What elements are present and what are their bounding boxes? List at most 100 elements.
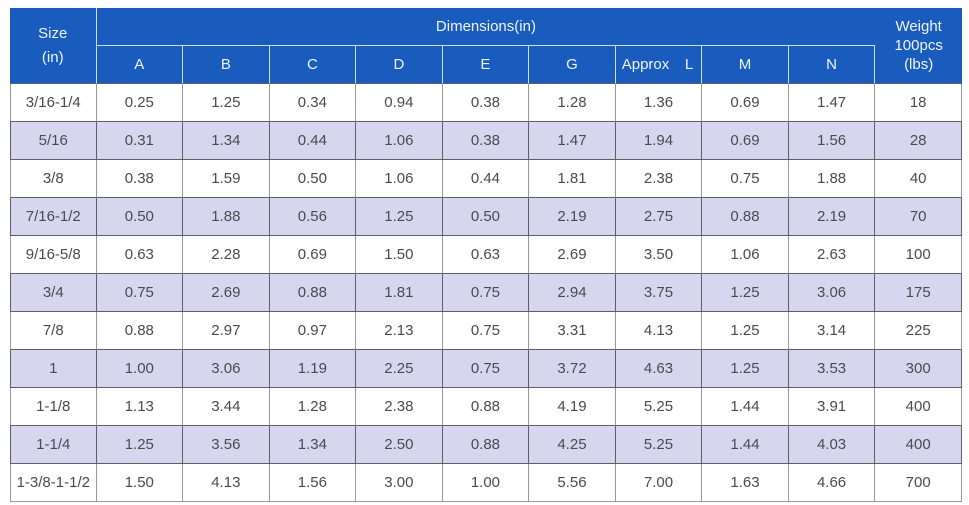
dimension-cell: 1.25 [702,350,789,388]
dimension-cell: 1.94 [615,122,703,160]
dimension-cell: 2.97 [183,312,270,350]
size-cell: 3/8 [10,160,97,198]
dimension-cell: 1.06 [356,122,443,160]
dimension-cell: 0.88 [269,274,357,312]
dimension-cell: 2.75 [615,198,703,236]
size-cell: 5/16 [10,122,97,160]
dimension-cell: 0.88 [442,426,530,464]
size-cell: 3/4 [10,274,97,312]
dimensions-table: Size (in) Dimensions(in) Weight 100pcs (… [10,8,962,502]
dimension-cell: 0.63 [96,236,184,274]
column-label: Approx [621,56,670,73]
dimension-cell: 0.63 [442,236,530,274]
dimension-cell: 5.25 [615,388,703,426]
column-header-n: N [788,46,876,84]
dimension-cell: 3.06 [183,350,270,388]
size-label-line2: (in) [41,48,64,66]
size-cell: 1-1/8 [10,388,97,426]
weight-cell: 28 [875,122,962,160]
weight-cell: 70 [875,198,962,236]
dimension-cell: 1.47 [529,122,616,160]
dimension-cell: 4.25 [529,426,616,464]
dimension-cell: 1.25 [702,274,789,312]
dimension-cell: 0.75 [442,312,530,350]
table-row: 1-1/8 1.13 3.44 1.28 2.38 0.88 4.19 5.25 1.44 3.9… [10,388,962,426]
dimension-cell: 0.88 [702,198,789,236]
weight-cell: 225 [875,312,962,350]
dimension-cell: 3.72 [529,350,616,388]
column-label: N [826,56,837,73]
dimension-cell: 4.13 [183,464,270,502]
dimension-cell: 1.56 [269,464,357,502]
dimension-cell: 0.25 [96,84,184,122]
dimension-cell: 1.34 [183,122,270,160]
dimension-cell: 5.56 [529,464,616,502]
dimension-cell: 1.88 [183,198,270,236]
dimension-cell: 1.34 [269,426,357,464]
dimension-cell: 0.50 [269,160,357,198]
table-row: 7/16-1/2 0.50 1.88 0.56 1.25 0.50 2.19 2.75 0.88… [10,198,962,236]
dimension-cell: 0.38 [442,84,530,122]
column-label-right: L [684,56,694,73]
dimension-cell: 3.75 [615,274,703,312]
column-header-approxl: Approx L [615,46,703,84]
dimension-cell: 0.88 [96,312,184,350]
size-cell: 1-3/8-1-1/2 [10,464,97,502]
dimension-cell: 7.00 [615,464,703,502]
dimension-cell: 0.69 [702,122,789,160]
dimension-cell: 3.91 [788,388,876,426]
dimension-cell: 1.06 [702,236,789,274]
weight-cell: 300 [875,350,962,388]
dimension-cell: 1.36 [615,84,703,122]
dimension-cell: 3.53 [788,350,876,388]
dimension-cell: 0.75 [702,160,789,198]
dimension-cell: 1.19 [269,350,357,388]
weight-cell: 40 [875,160,962,198]
dimension-cell: 0.94 [356,84,443,122]
dimension-cell: 2.69 [183,274,270,312]
dimension-cell: 0.44 [442,160,530,198]
dimension-cell: 0.69 [702,84,789,122]
dimension-cell: 5.25 [615,426,703,464]
dimension-cell: 1.59 [183,160,270,198]
dimension-cell: 0.88 [442,388,530,426]
column-label: E [480,56,491,73]
table-header: Size (in) Dimensions(in) Weight 100pcs (… [10,8,962,84]
column-label: B [220,56,231,73]
column-label: D [393,56,405,73]
column-label: M [738,56,752,73]
dimension-cell: 2.38 [615,160,703,198]
table-row: 1 1.00 3.06 1.19 2.25 0.75 3.72 4.63 1.25 3.53 300 [10,350,962,388]
column-header-b: B [183,46,270,84]
dimension-cell: 2.63 [788,236,876,274]
weight-cell: 100 [875,236,962,274]
dimension-cell: 4.03 [788,426,876,464]
dimension-cell: 4.66 [788,464,876,502]
column-header-m: M [702,46,789,84]
dimension-cell: 0.34 [269,84,357,122]
dimension-cell: 1.47 [788,84,876,122]
dimension-cell: 0.50 [442,198,530,236]
dimension-cell: 1.44 [702,388,789,426]
dimension-cell: 4.19 [529,388,616,426]
dimension-cell: 3.50 [615,236,703,274]
dimension-cell: 2.19 [529,198,616,236]
dimension-cell: 2.13 [356,312,443,350]
weight-cell: 400 [875,388,962,426]
dimension-cell: 2.19 [788,198,876,236]
weight-label-line1: Weight [895,18,942,35]
dimension-cell: 2.28 [183,236,270,274]
size-cell: 1-1/4 [10,426,97,464]
dimension-cell: 1.06 [356,160,443,198]
dimension-cell: 1.13 [96,388,184,426]
column-header-a: A [96,46,184,84]
dimension-cell: 1.50 [96,464,184,502]
column-header-e: E [442,46,530,84]
column-label: C [306,56,318,73]
size-cell: 3/16-1/4 [10,84,97,122]
dimension-cell: 1.44 [702,426,789,464]
dimension-cell: 0.75 [442,350,530,388]
dimension-cell: 1.63 [702,464,789,502]
header-row-top: Size (in) Dimensions(in) Weight 100pcs (… [10,8,962,84]
